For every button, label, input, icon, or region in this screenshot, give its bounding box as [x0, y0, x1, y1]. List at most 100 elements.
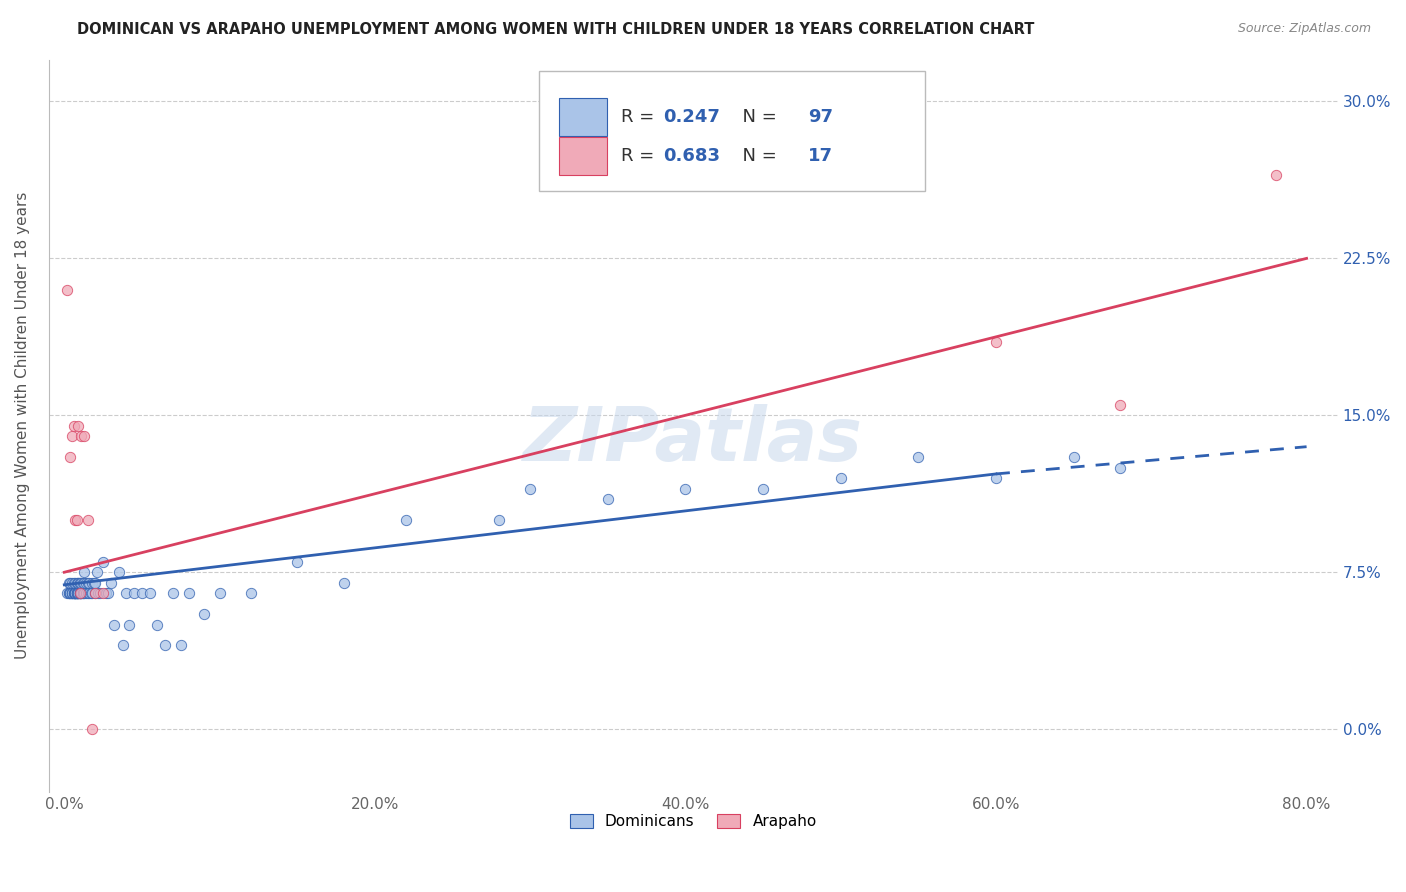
Point — [752, 482, 775, 496]
Point — [79, 586, 101, 600]
FancyBboxPatch shape — [560, 98, 607, 136]
Point — [131, 586, 153, 600]
Point — [63, 586, 86, 600]
Point — [488, 513, 510, 527]
Point — [82, 722, 104, 736]
Point — [333, 575, 356, 590]
Text: 0.683: 0.683 — [664, 147, 720, 165]
Text: N =: N = — [731, 147, 782, 165]
Point — [208, 586, 231, 600]
Point — [91, 555, 114, 569]
Point — [67, 575, 90, 590]
Point — [72, 586, 94, 600]
Point — [60, 429, 83, 443]
Point — [1264, 168, 1286, 182]
Point — [984, 334, 1007, 349]
Point — [77, 575, 100, 590]
Point — [66, 513, 89, 527]
Point — [59, 586, 82, 600]
Point — [63, 586, 86, 600]
Point — [73, 586, 96, 600]
Point — [70, 586, 93, 600]
Point — [69, 586, 91, 600]
Point — [118, 617, 141, 632]
Point — [62, 575, 84, 590]
Point — [62, 586, 84, 600]
Point — [60, 586, 83, 600]
Point — [60, 586, 83, 600]
Point — [675, 482, 697, 496]
Point — [63, 575, 86, 590]
Point — [70, 575, 93, 590]
Point — [67, 586, 90, 600]
Point — [66, 575, 89, 590]
Point — [66, 586, 89, 600]
Point — [907, 450, 929, 465]
Point — [73, 566, 96, 580]
Text: R =: R = — [621, 109, 659, 127]
Point — [62, 586, 84, 600]
Point — [60, 586, 83, 600]
Point — [91, 586, 114, 600]
Point — [96, 586, 118, 600]
Point — [70, 429, 93, 443]
Point — [66, 586, 89, 600]
Point — [596, 491, 619, 506]
Point — [73, 575, 96, 590]
Point — [1109, 460, 1132, 475]
Point — [60, 586, 83, 600]
Point — [58, 586, 80, 600]
Point — [63, 586, 86, 600]
Point — [58, 586, 80, 600]
Point — [162, 586, 184, 600]
Point — [76, 586, 98, 600]
Point — [86, 566, 108, 580]
Text: R =: R = — [621, 147, 659, 165]
Text: 17: 17 — [808, 147, 832, 165]
Point — [56, 586, 79, 600]
Point — [82, 586, 104, 600]
Point — [100, 575, 122, 590]
Point — [69, 586, 91, 600]
Point — [84, 575, 107, 590]
Text: DOMINICAN VS ARAPAHO UNEMPLOYMENT AMONG WOMEN WITH CHILDREN UNDER 18 YEARS CORRE: DOMINICAN VS ARAPAHO UNEMPLOYMENT AMONG … — [77, 22, 1035, 37]
Point — [70, 586, 93, 600]
Point — [56, 283, 79, 297]
Point — [984, 471, 1007, 485]
Point — [519, 482, 541, 496]
Point — [146, 617, 169, 632]
Point — [115, 586, 138, 600]
Point — [67, 575, 90, 590]
Point — [103, 617, 125, 632]
Point — [63, 513, 86, 527]
Point — [63, 586, 86, 600]
Point — [83, 575, 105, 590]
Point — [67, 418, 90, 433]
Point — [285, 555, 308, 569]
Text: N =: N = — [731, 109, 782, 127]
Point — [66, 586, 89, 600]
Point — [155, 639, 177, 653]
Point — [63, 586, 86, 600]
FancyBboxPatch shape — [538, 70, 925, 192]
Point — [72, 575, 94, 590]
Point — [59, 586, 82, 600]
Point — [72, 586, 94, 600]
Point — [69, 575, 91, 590]
Point — [63, 586, 86, 600]
Text: Source: ZipAtlas.com: Source: ZipAtlas.com — [1237, 22, 1371, 36]
Point — [76, 575, 98, 590]
Point — [69, 586, 91, 600]
Point — [112, 639, 135, 653]
Point — [1109, 398, 1132, 412]
Point — [59, 450, 82, 465]
Text: 0.247: 0.247 — [664, 109, 720, 127]
Point — [830, 471, 852, 485]
Point — [82, 575, 104, 590]
Point — [193, 607, 215, 621]
Point — [239, 586, 262, 600]
Point — [107, 566, 129, 580]
Point — [1063, 450, 1085, 465]
Point — [58, 575, 80, 590]
Point — [67, 586, 90, 600]
